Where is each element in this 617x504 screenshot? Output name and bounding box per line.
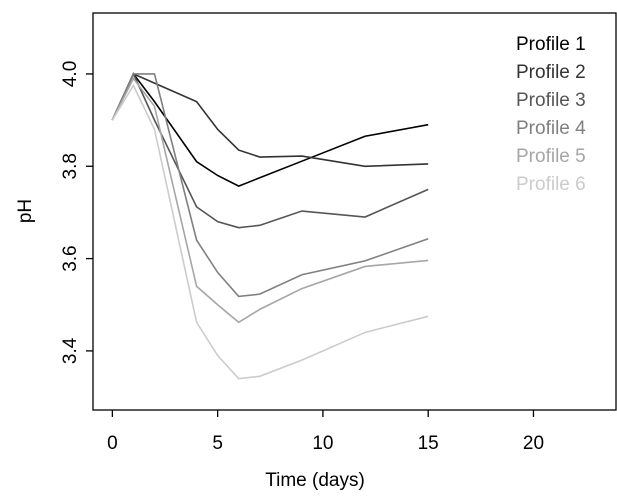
series-line: [111, 72, 429, 168]
y-tick-label: 3.4: [60, 337, 81, 364]
x-axis-title: Time (days): [265, 470, 365, 491]
x-tick-label: 5: [212, 433, 223, 454]
legend-label: Profile 1: [516, 34, 586, 55]
plot-frame: [92, 12, 617, 411]
series-line: [111, 77, 429, 324]
legend-label: Profile 2: [516, 62, 586, 83]
legend-label: Profile 5: [516, 146, 586, 167]
y-tick-label: 3.8: [60, 153, 81, 179]
y-tick-label: 3.6: [60, 245, 81, 271]
x-tick-label: 10: [312, 433, 333, 454]
series-line: [111, 72, 429, 229]
y-tick-label: 4.0: [60, 61, 81, 87]
y-axis-title: pH: [15, 199, 36, 223]
x-tick-label: 20: [523, 433, 544, 454]
legend-label: Profile 3: [516, 90, 586, 111]
series-line: [111, 72, 429, 187]
legend-label: Profile 6: [516, 174, 586, 195]
series-line: [111, 73, 429, 298]
x-tick-label: 0: [107, 433, 118, 454]
series-line: [111, 83, 429, 380]
legend-label: Profile 4: [516, 118, 586, 139]
x-tick-label: 15: [418, 433, 439, 454]
